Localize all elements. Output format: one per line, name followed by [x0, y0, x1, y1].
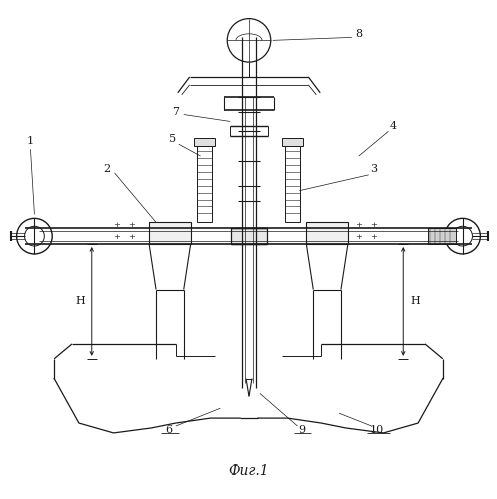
Text: 1: 1 [27, 136, 34, 146]
Text: +: + [355, 233, 362, 241]
Bar [149, 223, 191, 244]
Text: +: + [128, 221, 135, 229]
Bar [282, 138, 303, 146]
Text: 9: 9 [298, 425, 305, 435]
Text: +: + [113, 221, 120, 229]
Text: +: + [370, 221, 377, 229]
Text: 5: 5 [169, 134, 176, 144]
Text: 3: 3 [370, 164, 377, 174]
Text: 4: 4 [390, 121, 397, 131]
Bar [428, 228, 456, 244]
Bar [194, 138, 215, 146]
Text: 8: 8 [355, 29, 362, 39]
Text: H: H [410, 296, 420, 306]
Text: +: + [128, 233, 135, 241]
Text: H: H [75, 296, 85, 306]
Bar [231, 228, 267, 244]
Text: 6: 6 [166, 425, 172, 435]
Bar [306, 223, 348, 244]
Text: +: + [355, 221, 362, 229]
Text: +: + [113, 233, 120, 241]
Text: 7: 7 [172, 107, 179, 117]
Text: 10: 10 [369, 425, 384, 435]
Bar [197, 146, 212, 223]
Text: +: + [370, 233, 377, 241]
Text: Фиг.1: Фиг.1 [229, 464, 269, 478]
Text: 2: 2 [103, 164, 110, 174]
Bar [285, 146, 300, 223]
